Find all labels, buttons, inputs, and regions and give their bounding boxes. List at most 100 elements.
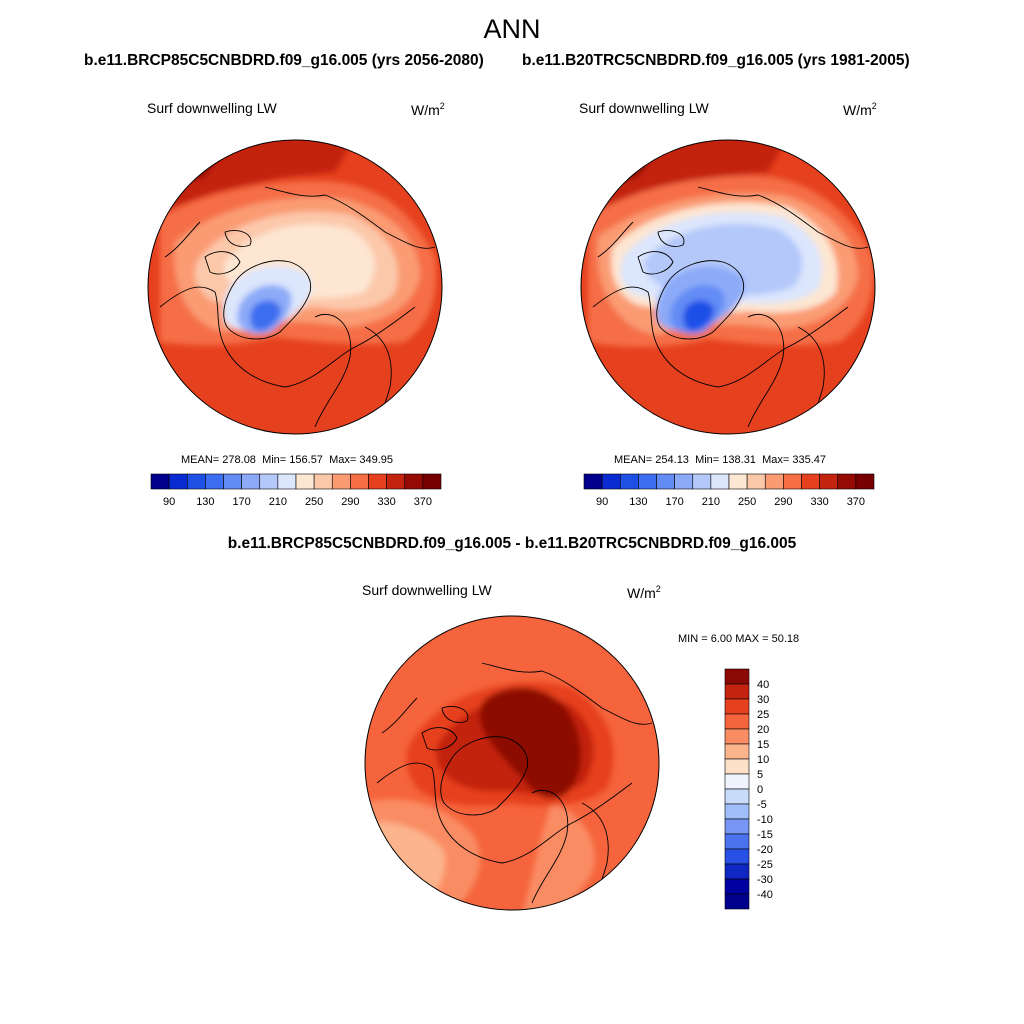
panel2-colorbar-swatch: [837, 473, 857, 490]
panel2-colorbar-swatch: [619, 473, 639, 490]
difference-title: b.e11.BRCP85C5CNBDRD.f09_g16.005 - b.e11…: [227, 535, 797, 552]
panel1-colorbar-swatch: [241, 473, 261, 490]
panel2-colorbar-swatch: [764, 473, 784, 490]
panel3-units-exp: 2: [655, 584, 661, 594]
panel1-colorbar-swatch: [186, 473, 206, 490]
panel2-units-exp: 2: [871, 101, 877, 111]
panel3-map-border: [364, 615, 660, 911]
panel1-mean-value: 278.08: [222, 454, 256, 466]
panel1-colorbar-swatch: [259, 473, 279, 490]
panel3-colorbar-tick-label: -15: [757, 829, 773, 841]
panel3-colorbar-tick-label: 15: [757, 739, 769, 751]
panel1-map-border: [147, 139, 443, 435]
panel2-units-base: W/m: [843, 102, 872, 118]
page-title: ANN: [483, 14, 541, 44]
panel2-colorbar-swatch: [855, 473, 875, 490]
panel1-mean-label: MEAN=: [181, 454, 220, 466]
panel2-colorbar-tick-label: 130: [629, 496, 647, 508]
panel3-colorbar-swatch: [724, 893, 750, 910]
panel2-colorbar-tick-label: 170: [665, 496, 683, 508]
panel1-case-title: b.e11.BRCP85C5CNBDRD.f09_g16.005 (yrs 20…: [84, 52, 484, 69]
panel3-units-base: W/m: [627, 585, 656, 601]
panel3-coastlines: [376, 662, 653, 910]
panel3-colorbar-swatch: [724, 728, 750, 745]
panel2-colorbar-swatch: [710, 473, 730, 490]
panel2-colorbar-tick-label: 290: [774, 496, 792, 508]
panel3-colorbar-swatch: [724, 818, 750, 835]
panel2-units-label: W/m2: [843, 101, 877, 118]
panel3-colorbar-tick-label: -5: [757, 799, 767, 811]
panel2-colorbar-swatch: [801, 473, 820, 490]
panel3-field-arctic-max: [479, 687, 582, 799]
panel1-colorbar-tick-label: 90: [163, 496, 175, 508]
panel1-colorbar-swatch: [295, 473, 315, 490]
panel1-colorbar-swatch: [368, 473, 387, 490]
panel3-colorbar-tick-label: -10: [757, 814, 773, 826]
panel1-colorbar-swatch: [205, 473, 224, 490]
panel2-colorbar-swatch: [819, 473, 839, 490]
panel3-min-value: 6.00: [710, 633, 733, 645]
panel3-colorbar-swatch: [724, 773, 750, 790]
panel3-colorbar-swatch: [724, 863, 750, 880]
panel2-colorbar-swatch: [583, 473, 603, 490]
panel2-colorbar-tick-label: 90: [596, 496, 608, 508]
panel2-colorbar-swatch: [601, 473, 621, 490]
panel3-max-value: 50.18: [771, 633, 800, 645]
panel2-variable-label: Surf downwelling LW: [579, 100, 709, 116]
panel1-units-exp: 2: [439, 101, 445, 111]
panel2-coastlines: [592, 186, 869, 434]
panel3-colorbar-tick-label: 0: [757, 784, 763, 796]
panel2-max-value: 335.47: [792, 454, 826, 466]
panel1-polar-map: [147, 139, 443, 435]
panel2-colorbar-swatch: [674, 473, 694, 490]
panel3-colorbar-tick-label: 5: [757, 769, 763, 781]
panel2-colorbar-swatch: [638, 473, 657, 490]
panel2-min-value: 138.31: [722, 454, 756, 466]
panel2-polar-map: [580, 139, 876, 435]
panel1-colorbar-swatch: [150, 473, 170, 490]
panel2-stats: MEAN= 254.13 Min= 138.31 Max= 335.47: [614, 454, 826, 466]
panel3-colorbar-swatch: [724, 758, 750, 775]
panel3-colorbar-tick-label: -40: [757, 889, 773, 901]
panel3-colorbar-swatch: [724, 683, 750, 700]
panel3-colorbar-swatch: [724, 833, 750, 850]
panel2-colorbar-tick-label: 250: [738, 496, 756, 508]
panel3-variable-label: Surf downwelling LW: [362, 582, 492, 598]
panel2-colorbar-swatch: [692, 473, 712, 490]
panel1-min-label: Min=: [262, 454, 287, 466]
panel1-variable-label: Surf downwelling LW: [147, 100, 277, 116]
panel1-colorbar-swatch: [313, 473, 333, 490]
panel1-field-greenland-min: [250, 300, 281, 331]
panel3-stats: MIN = 6.00 MAX = 50.18: [678, 633, 799, 645]
panel3-max-label: MAX =: [735, 633, 769, 645]
panel3-units-label: W/m2: [627, 584, 661, 601]
panel3-colorbar-tick-label: 25: [757, 709, 769, 721]
panel3-colorbar-swatch: [724, 668, 750, 685]
panel1-min-value: 156.57: [289, 454, 323, 466]
panel3-colorbar-swatch: [724, 878, 750, 895]
panel1-colorbar-tick-label: 250: [305, 496, 323, 508]
panel2-case-title: b.e11.B20TRC5CNBDRD.f09_g16.005 (yrs 198…: [522, 52, 910, 69]
panel3-colorbar-swatch: [724, 803, 750, 820]
panel1-max-label: Max=: [329, 454, 357, 466]
panel3-colorbar-tick-label: -30: [757, 874, 773, 886]
panel1-units-base: W/m: [411, 102, 440, 118]
panel1-colorbar-swatch: [331, 473, 351, 490]
panel1-colorbar-swatch: [386, 473, 406, 490]
panel1-stats: MEAN= 278.08 Min= 156.57 Max= 349.95: [181, 454, 393, 466]
panel3-min-label: MIN =: [678, 633, 708, 645]
panel1-colorbar-tick-label: 330: [377, 496, 395, 508]
panel1-colorbar-tick-label: 130: [196, 496, 214, 508]
panel2-mean-label: MEAN=: [614, 454, 653, 466]
panel2-colorbar-swatch: [783, 473, 802, 490]
panel1-colorbar-tick-label: 170: [232, 496, 250, 508]
panel3-colorbar-tick-label: -25: [757, 859, 773, 871]
panel3-colorbar-swatch: [724, 698, 750, 715]
panel2-colorbar: 90 130 170 210 250 290 330 370: [583, 473, 875, 508]
panel3-colorbar-tick-label: 10: [757, 754, 769, 766]
panel3-colorbar-swatch: [724, 713, 750, 730]
panel3-colorbar-swatch: [724, 848, 750, 865]
panel1-coastlines: [159, 186, 436, 434]
panel1-colorbar-swatch: [223, 473, 242, 490]
panel3-field-europe-low: [522, 803, 595, 910]
